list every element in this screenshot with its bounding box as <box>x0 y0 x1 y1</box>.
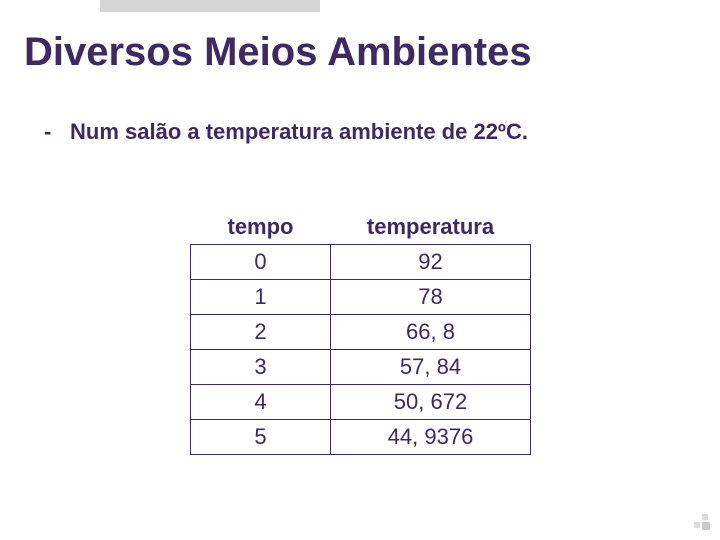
table-cell: 66, 8 <box>331 315 531 350</box>
bullet-item: - Num salão a temperatura ambiente de 22… <box>44 118 674 147</box>
page-title: Diversos Meios Ambientes <box>24 30 532 75</box>
table-cell: 44, 9376 <box>331 420 531 455</box>
table-cell: 92 <box>331 245 531 280</box>
data-table: tempo temperatura 0 92 1 78 2 66, 8 3 57… <box>190 210 531 455</box>
bullet-dash: - <box>44 118 70 147</box>
table-cell: 4 <box>191 385 331 420</box>
table-row: 2 66, 8 <box>191 315 531 350</box>
table-row: 1 78 <box>191 280 531 315</box>
table-cell: 0 <box>191 245 331 280</box>
table-cell: 78 <box>331 280 531 315</box>
table-cell: 3 <box>191 350 331 385</box>
table-row: 3 57, 84 <box>191 350 531 385</box>
corner-decoration-icon <box>688 508 710 530</box>
table-header-temperatura: temperatura <box>331 210 531 245</box>
table-cell: 1 <box>191 280 331 315</box>
table-cell: 2 <box>191 315 331 350</box>
table-row: 5 44, 9376 <box>191 420 531 455</box>
table-header-row: tempo temperatura <box>191 210 531 245</box>
table-cell: 5 <box>191 420 331 455</box>
data-table-container: tempo temperatura 0 92 1 78 2 66, 8 3 57… <box>190 210 531 455</box>
table-cell: 50, 672 <box>331 385 531 420</box>
table-row: 4 50, 672 <box>191 385 531 420</box>
table-cell: 57, 84 <box>331 350 531 385</box>
table-header-tempo: tempo <box>191 210 331 245</box>
top-shadow-bar <box>100 0 320 12</box>
bullet-text: Num salão a temperatura ambiente de 22ºC… <box>70 118 528 147</box>
table-row: 0 92 <box>191 245 531 280</box>
